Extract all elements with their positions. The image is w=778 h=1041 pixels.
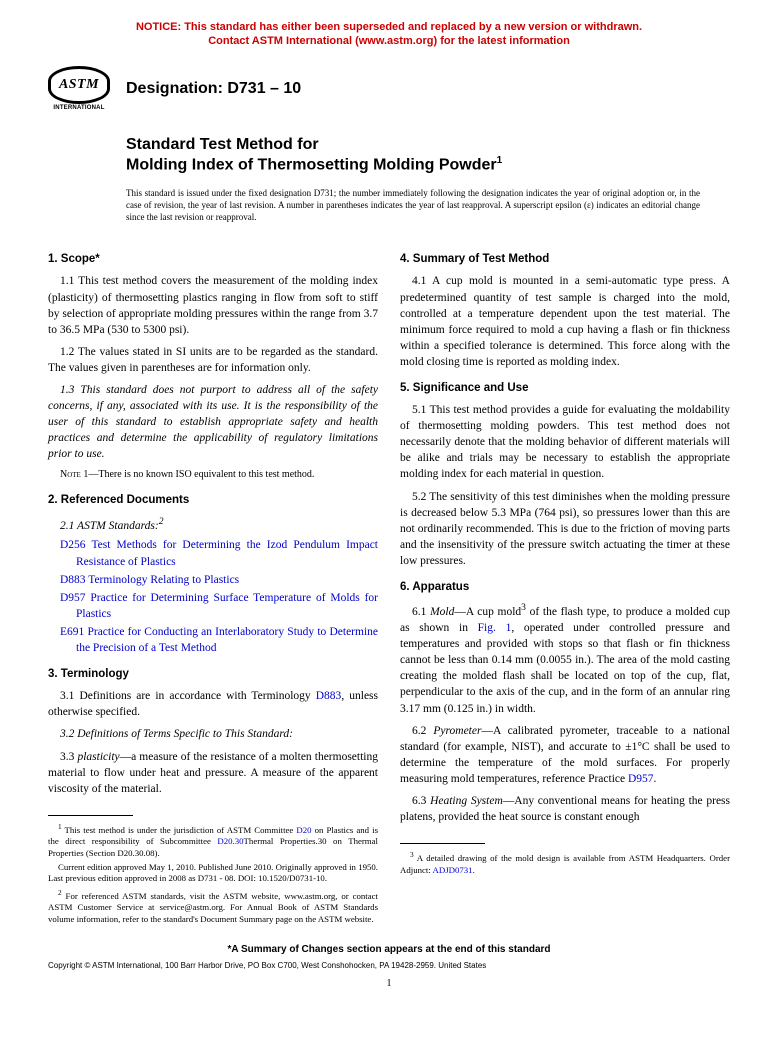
p6-2-num: 6.2 — [412, 725, 433, 737]
changes-note: *A Summary of Changes section appears at… — [48, 944, 730, 955]
logo-oval: ASTM — [48, 66, 110, 104]
ref-e691-code[interactable]: E691 — [60, 626, 84, 638]
notice-line-1: NOTICE: This standard has either been su… — [136, 21, 642, 33]
title-main: Molding Index of Thermosetting Molding P… — [126, 155, 730, 175]
para-6-2: 6.2 Pyrometer—A calibrated pyrometer, tr… — [400, 723, 730, 787]
para-1-3: 1.3 This standard does not purport to ad… — [48, 382, 378, 462]
para-6-3: 6.3 Heating System—Any conventional mean… — [400, 793, 730, 825]
ref-d883-text[interactable]: Terminology Relating to Plastics — [86, 574, 240, 586]
ref-d957: D957 Practice for Determining Surface Te… — [48, 590, 378, 622]
page-number: 1 — [48, 978, 730, 989]
notice-line-2: Contact ASTM International (www.astm.org… — [208, 35, 570, 47]
p6-1-term: Mold — [430, 606, 454, 618]
p6-2-b: . — [654, 773, 657, 785]
ref-d883-code[interactable]: D883 — [60, 574, 86, 586]
preamble: This standard is issued under the fixed … — [126, 187, 700, 223]
para-4-1: 4.1 A cup mold is mounted in a semi-auto… — [400, 273, 730, 370]
fn3-link[interactable]: ADJD0731 — [433, 865, 473, 875]
ref-d957-text[interactable]: Practice for Determining Surface Tempera… — [76, 592, 378, 620]
section-5-head: 5. Significance and Use — [400, 380, 730, 396]
para-5-1: 5.1 This test method provides a guide fo… — [400, 402, 730, 482]
para-3-3-term: plasticity — [77, 751, 119, 763]
note-1: Note 1—There is no known ISO equivalent … — [48, 468, 378, 482]
title-block: Standard Test Method for Molding Index o… — [126, 135, 730, 175]
para-1-2: 1.2 The values stated in SI units are to… — [48, 344, 378, 376]
title-super: 1 — [497, 155, 503, 166]
para-1-1: 1.1 This test method covers the measurem… — [48, 273, 378, 337]
ref-d256: D256 Test Methods for Determining the Iz… — [48, 537, 378, 569]
p6-1-num: 6.1 — [412, 606, 430, 618]
para-3-1: 3.1 Definitions are in accordance with T… — [48, 688, 378, 720]
footnote-separator-right — [400, 843, 485, 844]
p6-2-link[interactable]: D957 — [628, 773, 654, 785]
title-text: Molding Index of Thermosetting Molding P… — [126, 156, 497, 173]
title-prefix: Standard Test Method for — [126, 135, 730, 155]
footnote-3: 3 A detailed drawing of the mold design … — [400, 850, 730, 876]
copyright: Copyright © ASTM International, 100 Barr… — [48, 961, 730, 970]
para-5-2: 5.2 The sensitivity of this test diminis… — [400, 489, 730, 569]
para-3-3: 3.3 plasticity—a measure of the resistan… — [48, 749, 378, 797]
fn3-b: . — [473, 865, 475, 875]
ref-e691-text[interactable]: Practice for Conducting an Interlaborato… — [76, 626, 378, 654]
p6-3-num: 6.3 — [412, 795, 430, 807]
footnote-separator-left — [48, 815, 133, 816]
p6-2-term: Pyrometer — [433, 725, 481, 737]
fn1-link2[interactable]: D20.30 — [217, 836, 243, 846]
sub-2-1-text: 2.1 ASTM Standards: — [60, 519, 159, 531]
p6-1-a: —A cup mold — [454, 606, 521, 618]
astm-logo: ASTM INTERNATIONAL — [48, 65, 110, 113]
sub-2-1-sup: 2 — [159, 516, 164, 527]
note-label: Note 1— — [60, 469, 98, 480]
section-4-head: 4. Summary of Test Method — [400, 251, 730, 267]
ref-e691: E691 Practice for Conducting an Interlab… — [48, 624, 378, 656]
p6-1-link[interactable]: Fig. 1 — [478, 622, 512, 634]
note-1-text: There is no known ISO equivalent to this… — [98, 469, 314, 480]
fn1-a: This test method is under the jurisdicti… — [62, 825, 297, 835]
para-3-1-a: 3.1 Definitions are in accordance with T… — [60, 690, 316, 702]
para-6-1: 6.1 Mold—A cup mold3 of the flash type, … — [400, 601, 730, 716]
designation: Designation: D731 – 10 — [126, 80, 301, 98]
ref-d256-code[interactable]: D256 — [60, 539, 86, 551]
section-3-head: 3. Terminology — [48, 666, 378, 682]
footnote-2: 2 For referenced ASTM standards, visit t… — [48, 888, 378, 925]
para-3-1-link[interactable]: D883 — [316, 690, 342, 702]
ref-d957-code[interactable]: D957 — [60, 592, 86, 604]
footnote-1d: Current edition approved May 1, 2010. Pu… — [48, 862, 378, 885]
para-3-3-num: 3.3 — [60, 751, 77, 763]
header: ASTM INTERNATIONAL Designation: D731 – 1… — [48, 65, 730, 113]
ref-d256-text[interactable]: Test Methods for Determining the Izod Pe… — [76, 539, 378, 567]
p6-3-term: Heating System — [430, 795, 503, 807]
left-column: 1. Scope* 1.1 This test method covers th… — [48, 241, 378, 928]
ref-d883: D883 Terminology Relating to Plastics — [48, 572, 378, 588]
right-column: 4. Summary of Test Method 4.1 A cup mold… — [400, 241, 730, 928]
section-6-head: 6. Apparatus — [400, 579, 730, 595]
section-2-head: 2. Referenced Documents — [48, 492, 378, 508]
notice-banner: NOTICE: This standard has either been su… — [48, 20, 730, 49]
p6-1-c: , operated under controlled pressure and… — [400, 622, 730, 714]
logo-subtitle: INTERNATIONAL — [53, 105, 104, 111]
section-1-head: 1. Scope* — [48, 251, 378, 267]
para-3-2: 3.2 Definitions of Terms Specific to Thi… — [48, 726, 378, 742]
fn2-text: For referenced ASTM standards, visit the… — [48, 891, 378, 924]
body-columns: 1. Scope* 1.1 This test method covers th… — [48, 241, 730, 928]
sub-2-1: 2.1 ASTM Standards:2 — [48, 515, 378, 534]
footnote-1: 1 This test method is under the jurisdic… — [48, 822, 378, 859]
fn1-link1[interactable]: D20 — [296, 825, 311, 835]
page: NOTICE: This standard has either been su… — [0, 0, 778, 1009]
